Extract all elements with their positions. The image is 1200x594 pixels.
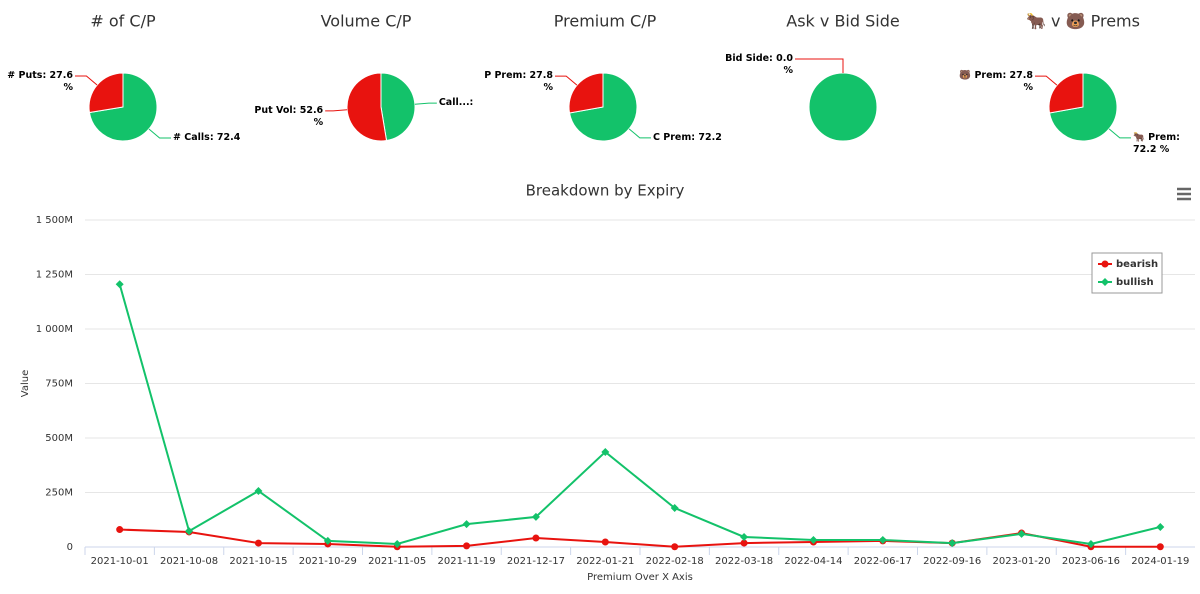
- label-connector: [414, 102, 437, 105]
- point-marker: [116, 526, 124, 534]
- point-marker: [1086, 539, 1095, 548]
- point-marker: [1156, 522, 1165, 531]
- label-connector: [148, 128, 171, 139]
- label-connector: [628, 128, 651, 139]
- legend-marker: [1101, 278, 1109, 286]
- x-tick-label: 2021-12-17: [507, 556, 565, 567]
- point-marker: [254, 539, 262, 547]
- pie-slice: [568, 72, 604, 114]
- y-tick-label: 1 250M: [36, 270, 73, 281]
- x-tick-label: 2021-10-01: [91, 556, 149, 567]
- point-marker: [532, 534, 540, 542]
- point-marker: [1156, 543, 1164, 551]
- point-marker: [809, 536, 818, 545]
- label-connector: [1108, 128, 1131, 139]
- series-line: [118, 284, 1161, 545]
- pie-label: # Puts: 27.6 %: [7, 69, 73, 93]
- point-marker: [115, 280, 124, 289]
- y-tick-label: 750M: [45, 379, 73, 390]
- x-tick-label: 2023-01-20: [993, 556, 1051, 567]
- x-tick-label: 2023-06-16: [1062, 556, 1120, 567]
- legend-label: bullish: [1116, 277, 1154, 288]
- pie-slice: [346, 72, 388, 142]
- x-axis-label: Premium Over X Axis: [587, 572, 693, 583]
- x-tick-label: 2022-06-17: [854, 556, 912, 567]
- y-tick-label: 1 000M: [36, 324, 73, 335]
- pie-slice: [380, 72, 416, 142]
- pie-slice: [88, 72, 124, 114]
- point-marker: [531, 512, 540, 521]
- point-marker: [601, 447, 610, 456]
- point-marker: [393, 539, 402, 548]
- y-tick-label: 1 500M: [36, 215, 73, 226]
- point-marker: [671, 543, 679, 551]
- pie-label: Call...:: [438, 97, 474, 109]
- legend-marker: [1101, 260, 1109, 268]
- label-connector: [325, 109, 348, 112]
- x-tick-label: 2022-09-16: [923, 556, 981, 567]
- x-tick-label: 2021-10-08: [160, 556, 218, 567]
- y-axis-label: Value: [20, 370, 31, 397]
- pie-label: Bid Side: 0.0 %: [725, 53, 793, 76]
- x-tick-label: 2022-04-14: [784, 556, 842, 567]
- x-tick-label: 2022-02-18: [646, 556, 704, 567]
- y-tick-label: 250M: [45, 488, 73, 499]
- point-marker: [185, 527, 194, 536]
- point-marker: [323, 536, 332, 545]
- x-tick-label: 2022-01-21: [576, 556, 634, 567]
- point-marker: [878, 536, 887, 545]
- y-tick-label: 500M: [45, 433, 73, 444]
- point-marker: [463, 542, 471, 550]
- label-connector: [555, 75, 578, 86]
- x-tick-label: 2021-10-15: [229, 556, 287, 567]
- pie-title: Volume C/P: [321, 12, 412, 31]
- label-connector: [75, 75, 98, 86]
- pie-slice: [1048, 72, 1084, 114]
- point-marker: [462, 520, 471, 529]
- point-marker: [670, 503, 679, 512]
- label-connector: [795, 58, 844, 73]
- pie-label: P Prem: 27.8 %: [484, 70, 553, 94]
- menu-icon[interactable]: [1177, 187, 1191, 201]
- x-tick-label: 2021-10-29: [299, 556, 357, 567]
- pie-label: Put Vol: 52.6 %: [254, 104, 324, 128]
- pie-title: # of C/P: [90, 12, 156, 31]
- point-marker: [740, 539, 748, 547]
- legend-label: bearish: [1116, 259, 1158, 270]
- x-tick-label: 2024-01-19: [1131, 556, 1189, 567]
- pie-label: 🐻 Prem: 27.8 %: [959, 70, 1033, 94]
- label-connector: [1035, 75, 1058, 86]
- point-marker: [948, 539, 957, 548]
- x-tick-label: 2022-03-18: [715, 556, 773, 567]
- pie-title: Ask v Bid Side: [786, 12, 899, 31]
- pie-label: C Prem: 72.2: [653, 131, 722, 143]
- point-marker: [601, 538, 609, 546]
- point-marker: [740, 532, 749, 541]
- pie-label: # Calls: 72.4: [173, 132, 241, 144]
- pie-slice: [808, 72, 878, 142]
- x-tick-label: 2021-11-05: [368, 556, 426, 567]
- pie-label: 🐂 Prem: 72.2 %: [1133, 131, 1180, 155]
- y-tick-label: 0: [67, 542, 73, 553]
- pie-title: Premium C/P: [554, 12, 657, 31]
- legend-box: [1091, 252, 1163, 294]
- point-marker: [254, 486, 263, 495]
- series-line: [119, 528, 1161, 548]
- x-tick-label: 2021-11-19: [438, 556, 496, 567]
- chart-title: Breakdown by Expiry: [526, 182, 685, 200]
- point-marker: [1017, 529, 1026, 538]
- pie-title: 🐂 v 🐻 Prems: [1026, 12, 1140, 31]
